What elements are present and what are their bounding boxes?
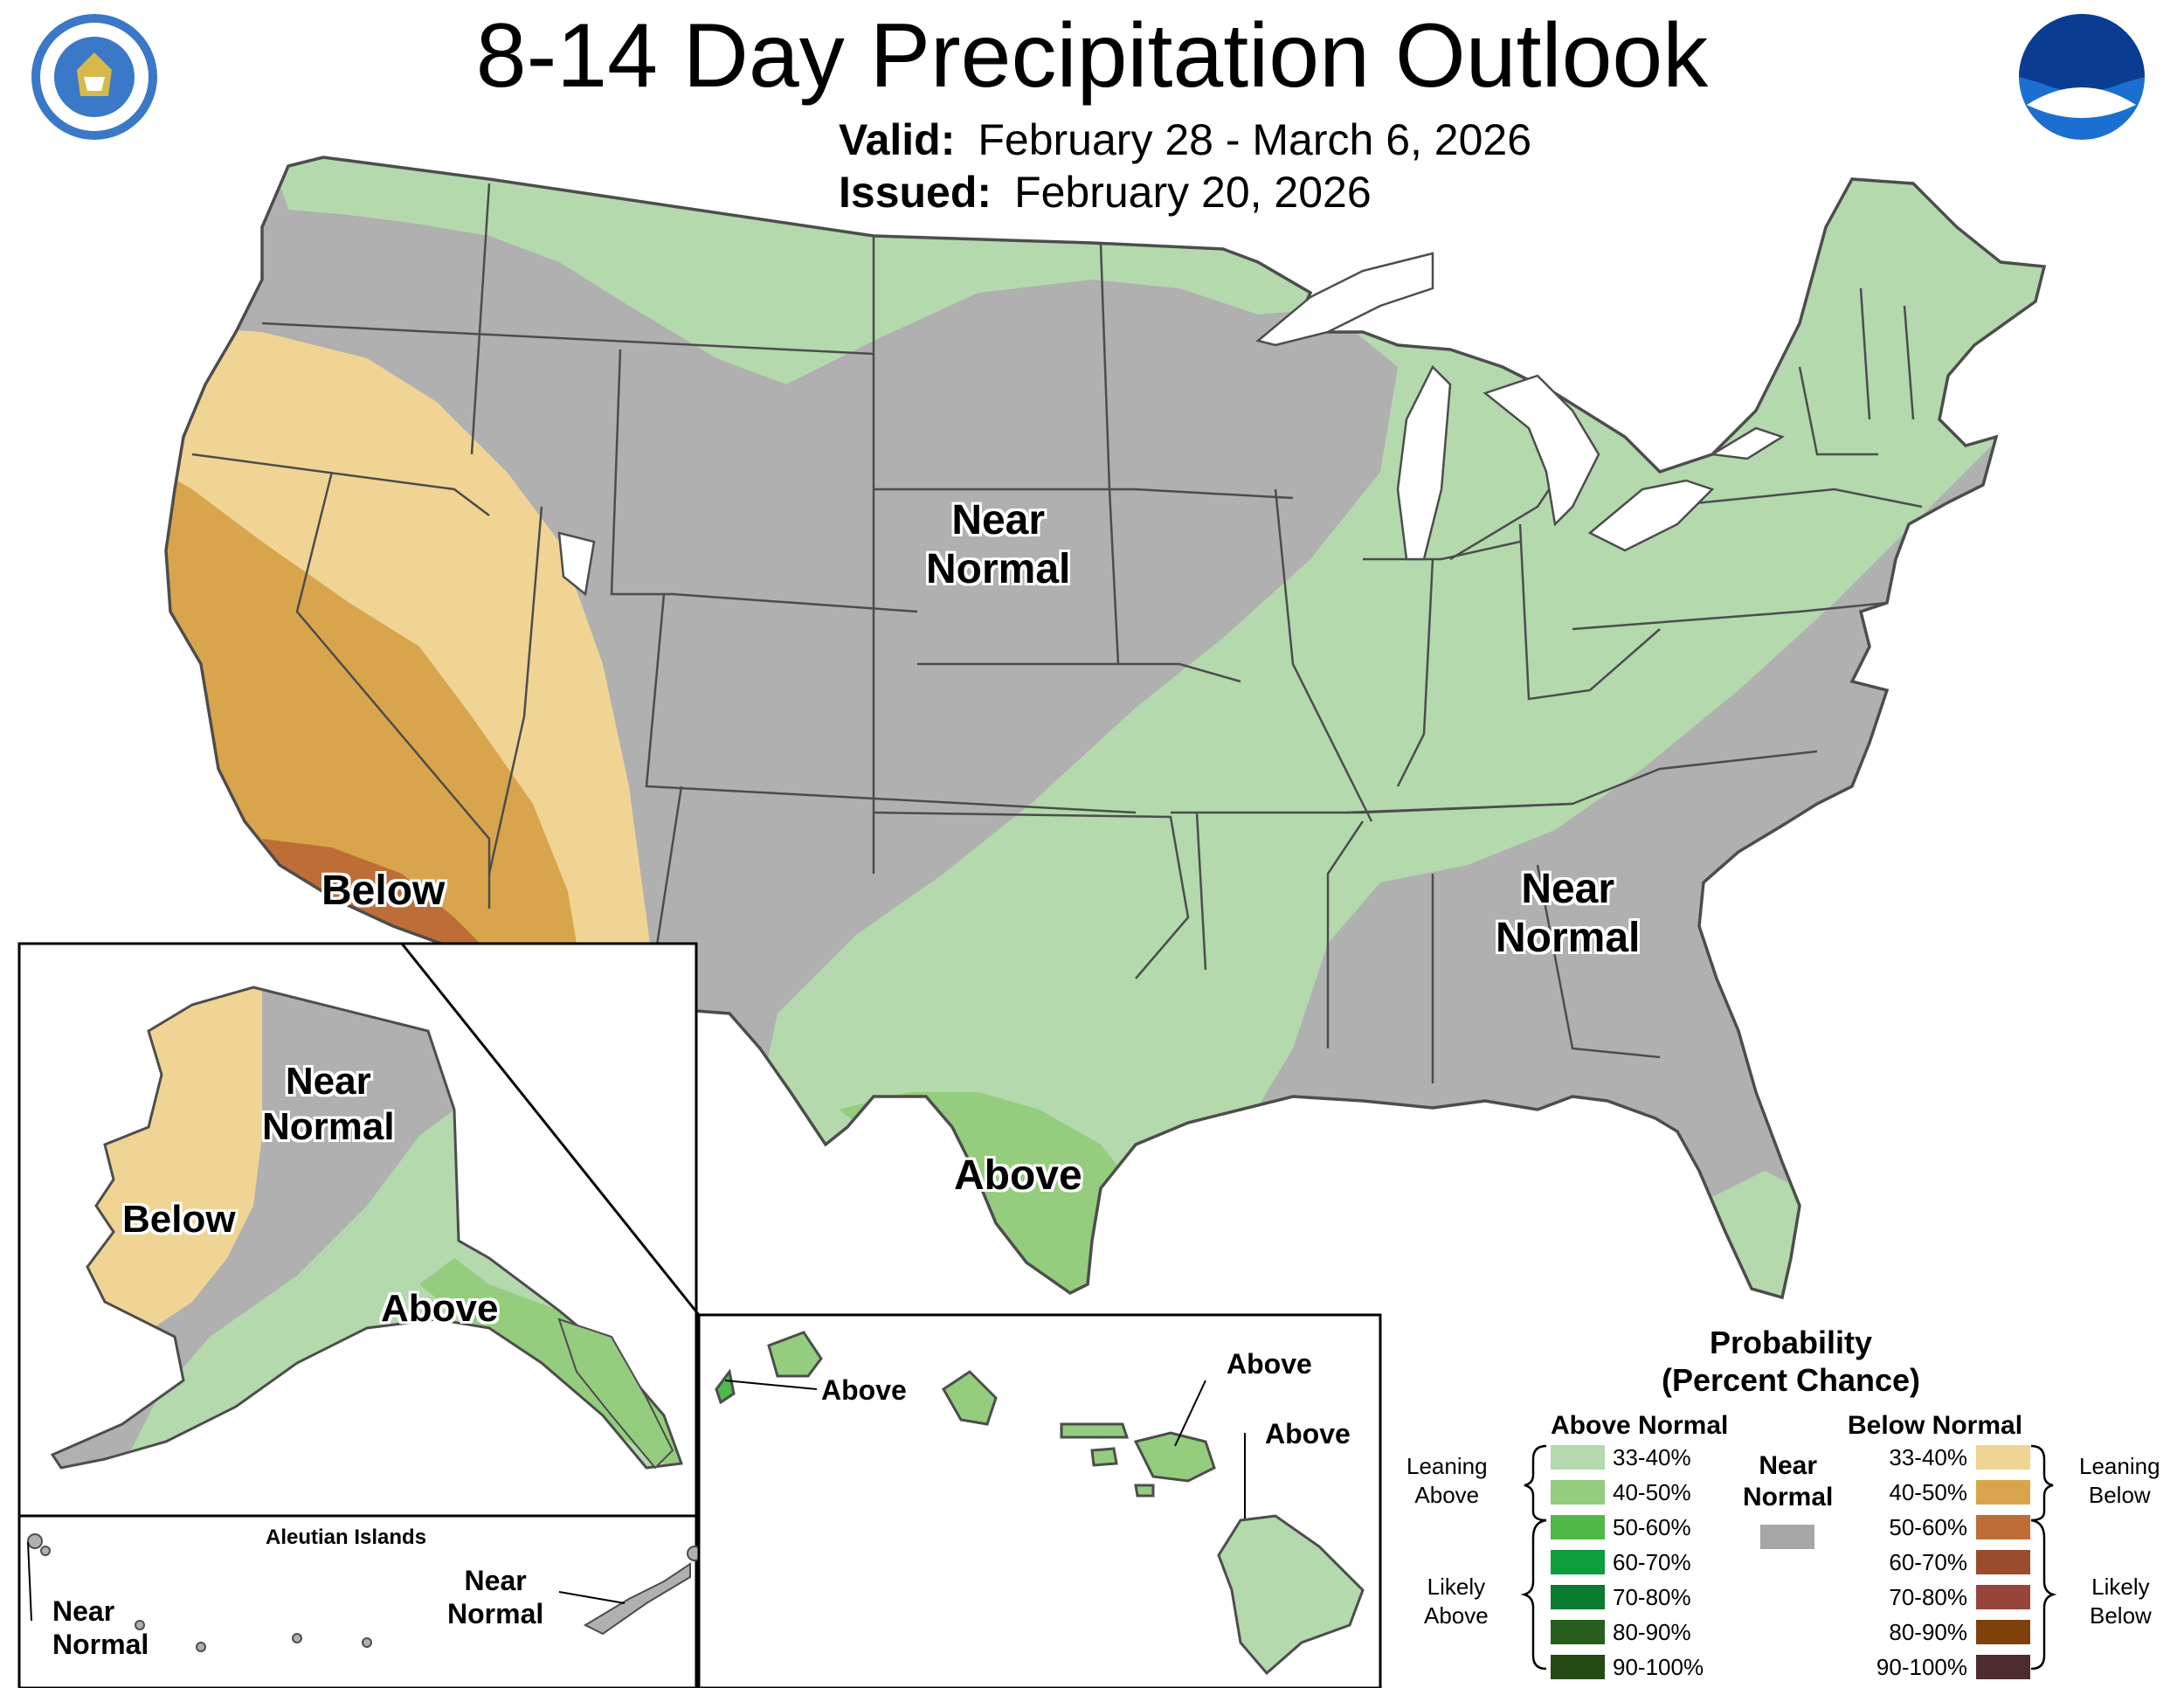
legend-likely-below: Likely Below bbox=[2090, 1574, 2152, 1629]
legend-below-range: 50-60% bbox=[1889, 1514, 1967, 1540]
noaa-logo bbox=[2019, 14, 2145, 140]
label-alaska-near-normal: Near Normal bbox=[262, 1060, 395, 1148]
issued-label: Issued: bbox=[839, 168, 992, 217]
legend-below-swatch bbox=[1976, 1620, 2030, 1644]
legend-below-header: Below Normal bbox=[1848, 1411, 2023, 1440]
legend-below-range: 70-80% bbox=[1889, 1584, 1967, 1610]
legend-above-swatch bbox=[1551, 1480, 1605, 1505]
great-lakes bbox=[557, 252, 1785, 597]
legend-below-swatch bbox=[1976, 1550, 2030, 1574]
commerce-seal bbox=[31, 14, 157, 140]
legend-above-range: 33-40% bbox=[1613, 1444, 1691, 1470]
hawaii-inset bbox=[697, 1313, 1382, 1688]
kauai bbox=[767, 1331, 823, 1378]
legend-below-swatch bbox=[1976, 1515, 2030, 1539]
state-borders bbox=[191, 183, 1923, 1083]
legend-near-header: Near Normal bbox=[1743, 1451, 1834, 1512]
label-alaska-below: Below bbox=[122, 1198, 236, 1241]
legend-likely-above: Likely Above bbox=[1424, 1574, 1489, 1629]
legend-above-range: 60-70% bbox=[1613, 1549, 1691, 1575]
legend-above-range: 50-60% bbox=[1613, 1514, 1691, 1540]
valid-dates: February 28 - March 6, 2026 bbox=[978, 115, 1532, 164]
lanai bbox=[1090, 1447, 1118, 1467]
legend-below-swatch bbox=[1976, 1480, 2030, 1505]
label-hawaii-maui-above: Above bbox=[1227, 1348, 1312, 1380]
label-west-below: Below bbox=[321, 868, 446, 914]
legend-above-swatch bbox=[1551, 1515, 1605, 1539]
alaska-inset bbox=[17, 942, 701, 1518]
legend-above-header: Above Normal bbox=[1551, 1411, 1729, 1440]
legend-above-swatch bbox=[1551, 1585, 1605, 1609]
legend-leaning-above: Leaning Above bbox=[1406, 1453, 1488, 1508]
legend-above-swatch bbox=[1551, 1620, 1605, 1644]
conus-central-above-zone bbox=[751, 157, 2044, 1267]
legend-below-range: 60-70% bbox=[1889, 1549, 1967, 1575]
label-aleutian-east-near-normal: Near Normal bbox=[447, 1565, 544, 1629]
issued-date: February 20, 2026 bbox=[1014, 168, 1372, 217]
legend-above-range: 70-80% bbox=[1613, 1584, 1691, 1610]
label-north-near-normal: Near Normal bbox=[926, 497, 1071, 592]
oahu bbox=[942, 1370, 998, 1426]
legend-below-range: 80-90% bbox=[1889, 1619, 1967, 1645]
legend-above-swatch bbox=[1551, 1445, 1605, 1470]
legend-above-swatch bbox=[1551, 1655, 1605, 1679]
label-hawaii-big-island-above: Above bbox=[1265, 1418, 1351, 1449]
legend-near-swatch bbox=[1760, 1525, 1814, 1549]
niihau bbox=[715, 1368, 736, 1405]
legend-below-swatch bbox=[1976, 1585, 2030, 1609]
legend-above-range: 90-100% bbox=[1613, 1654, 1704, 1680]
maui bbox=[1133, 1431, 1216, 1483]
map-title: 8-14 Day Precipitation Outlook bbox=[475, 5, 1709, 107]
label-aleutian-west-near-normal: Near Normal bbox=[52, 1595, 149, 1660]
legend-below-range: 33-40% bbox=[1889, 1444, 1967, 1470]
legend-below-range: 90-100% bbox=[1876, 1654, 1967, 1680]
legend-below-range: 40-50% bbox=[1889, 1479, 1967, 1505]
big-island bbox=[1217, 1514, 1365, 1676]
label-texas-above: Above bbox=[954, 1152, 1082, 1199]
legend-title-line1: Probability bbox=[1709, 1325, 1873, 1360]
legend-below-swatch bbox=[1976, 1445, 2030, 1470]
legend-above-range: 40-50% bbox=[1613, 1479, 1691, 1505]
aleutian-inset bbox=[17, 1514, 702, 1688]
label-alaska-above: Above bbox=[381, 1287, 499, 1330]
legend-title-line2: (Percent Chance) bbox=[1661, 1362, 1921, 1398]
legend-above-range: 80-90% bbox=[1613, 1619, 1691, 1645]
label-hawaii-kauai-above: Above bbox=[821, 1374, 907, 1406]
valid-line: Valid: February 28 - March 6, 2026 bbox=[839, 114, 1531, 166]
aleutian-title: Aleutian Islands bbox=[266, 1525, 427, 1549]
issued-line: Issued: February 20, 2026 bbox=[839, 166, 1372, 218]
label-southeast-near-normal: Near Normal bbox=[1496, 866, 1641, 961]
legend-leaning-below: Leaning Below bbox=[2079, 1453, 2160, 1508]
legend-braces bbox=[1520, 1444, 2057, 1671]
kahoolawe bbox=[1134, 1484, 1155, 1498]
legend-above-swatch bbox=[1551, 1550, 1605, 1574]
legend-below-swatch bbox=[1976, 1655, 2030, 1679]
molokai bbox=[1060, 1422, 1130, 1439]
valid-label: Valid: bbox=[839, 115, 956, 164]
